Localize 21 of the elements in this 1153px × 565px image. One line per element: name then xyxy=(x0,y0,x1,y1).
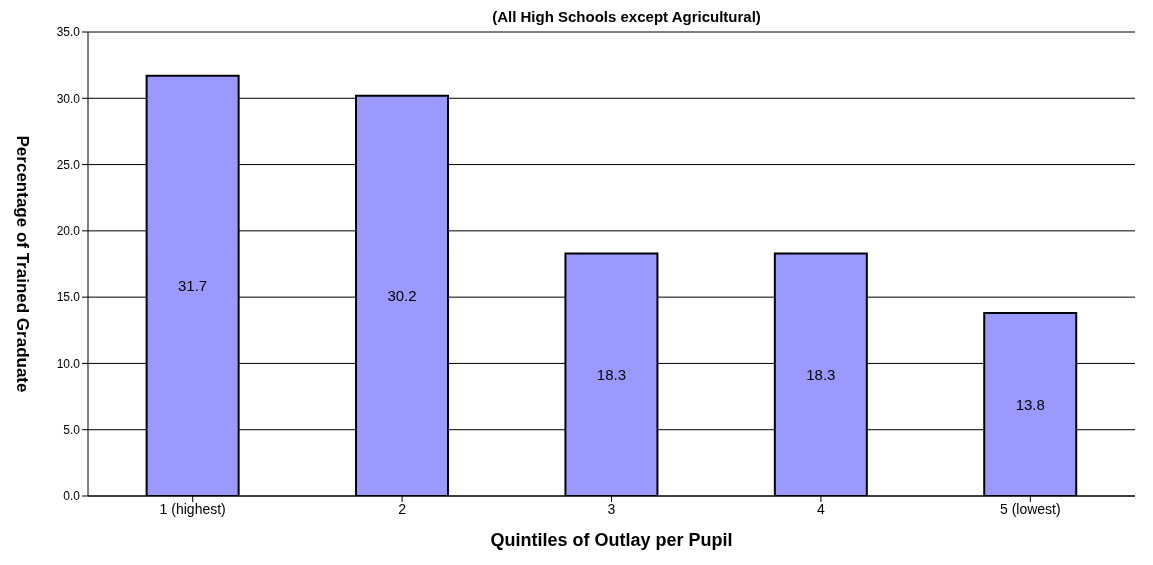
y-tick-label: 25.0 xyxy=(56,157,81,172)
data-label: 31.7 xyxy=(178,277,208,295)
x-axis-title: Quintiles of Outlay per Pupil xyxy=(490,530,733,550)
x-tick-label: 3 xyxy=(607,500,616,517)
y-tick-label: 30.0 xyxy=(56,91,81,106)
y-tick-label: 15.0 xyxy=(56,290,81,305)
x-tick-label: 5 (lowest) xyxy=(999,500,1061,517)
y-tick-label: 10.0 xyxy=(56,356,81,371)
data-label: 30.2 xyxy=(387,287,417,305)
data-label: 18.3 xyxy=(806,366,836,384)
y-tick-label: 20.0 xyxy=(56,224,81,239)
data-label: 18.3 xyxy=(596,366,627,384)
y-tick-label: 0.0 xyxy=(63,489,81,504)
x-tick-label: 1 (highest) xyxy=(159,500,226,517)
y-tick-label: 35.0 xyxy=(56,25,81,40)
chart-title: (All High Schools except Agricultural) xyxy=(491,8,762,26)
x-tick-label: 4 xyxy=(817,500,825,517)
data-label: 13.8 xyxy=(1015,395,1045,413)
y-tick-label: 5.0 xyxy=(63,422,81,437)
y-axis-title: Percentage of Trained Graduate xyxy=(12,135,32,393)
x-tick-label: 2 xyxy=(398,500,407,517)
